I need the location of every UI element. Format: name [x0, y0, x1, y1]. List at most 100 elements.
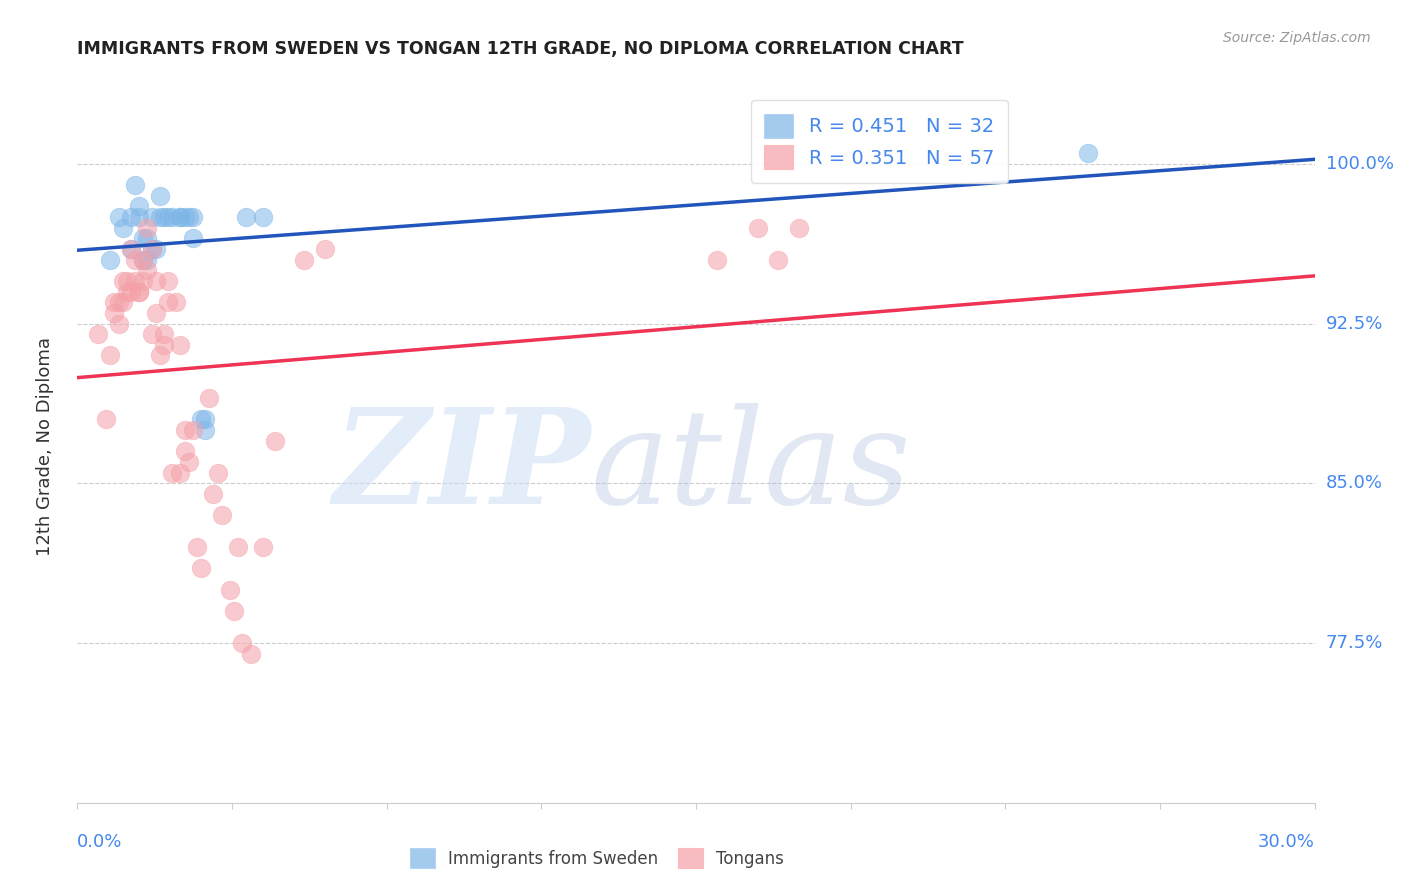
Point [186, 540, 208, 554]
Point [157, 274, 180, 288]
Point [149, 349, 172, 363]
Point [235, 210, 257, 224]
Point [173, 423, 195, 437]
Text: 92.5%: 92.5% [1326, 315, 1384, 333]
Point [103, 295, 125, 310]
Point [1077, 146, 1099, 161]
Point [141, 327, 163, 342]
Text: ZIP: ZIP [333, 403, 591, 532]
Point [149, 188, 172, 202]
Text: IMMIGRANTS FROM SWEDEN VS TONGAN 12TH GRADE, NO DIPLOMA CORRELATION CHART: IMMIGRANTS FROM SWEDEN VS TONGAN 12TH GR… [77, 40, 965, 58]
Point [768, 252, 790, 267]
Point [128, 285, 150, 299]
Point [194, 423, 217, 437]
Point [115, 285, 138, 299]
Point [115, 274, 138, 288]
Point [747, 220, 769, 235]
Point [132, 252, 155, 267]
Point [207, 466, 229, 480]
Point [132, 231, 155, 245]
Point [252, 210, 274, 224]
Point [136, 220, 159, 235]
Point [787, 220, 810, 235]
Text: 30.0%: 30.0% [1258, 833, 1315, 851]
Point [107, 210, 129, 224]
Point [314, 242, 336, 256]
Point [120, 285, 142, 299]
Y-axis label: 12th Grade, No Diploma: 12th Grade, No Diploma [35, 336, 53, 556]
Point [211, 508, 233, 523]
Point [111, 274, 134, 288]
Point [136, 231, 159, 245]
Point [219, 582, 242, 597]
Point [149, 210, 172, 224]
Point [87, 327, 110, 342]
Text: 100.0%: 100.0% [1326, 154, 1393, 173]
Point [157, 210, 180, 224]
Point [107, 295, 129, 310]
Point [141, 242, 163, 256]
Point [706, 252, 728, 267]
Point [141, 210, 163, 224]
Point [190, 561, 212, 575]
Point [145, 274, 167, 288]
Point [124, 252, 146, 267]
Text: atlas: atlas [591, 403, 911, 532]
Point [239, 647, 262, 661]
Point [153, 327, 176, 342]
Point [124, 178, 146, 192]
Point [202, 487, 225, 501]
Point [169, 466, 191, 480]
Point [145, 242, 167, 256]
Point [120, 210, 142, 224]
Point [181, 231, 204, 245]
Point [231, 636, 253, 650]
Point [153, 338, 176, 352]
Point [136, 252, 159, 267]
Point [173, 444, 195, 458]
Point [222, 604, 245, 618]
Point [177, 210, 200, 224]
Point [264, 434, 287, 448]
Point [141, 242, 163, 256]
Point [132, 252, 155, 267]
Point [292, 252, 315, 267]
Point [252, 540, 274, 554]
Text: Source: ZipAtlas.com: Source: ZipAtlas.com [1223, 31, 1371, 45]
Point [169, 210, 191, 224]
Point [165, 295, 187, 310]
Point [120, 242, 142, 256]
Point [128, 285, 150, 299]
Point [190, 412, 212, 426]
Point [226, 540, 249, 554]
Point [111, 220, 134, 235]
Point [111, 295, 134, 310]
Point [120, 242, 142, 256]
Point [160, 466, 183, 480]
Point [194, 412, 217, 426]
Point [169, 210, 191, 224]
Point [103, 306, 125, 320]
Point [160, 210, 183, 224]
Point [181, 210, 204, 224]
Point [157, 295, 180, 310]
Point [132, 274, 155, 288]
Point [169, 338, 191, 352]
Point [98, 252, 121, 267]
Text: 77.5%: 77.5% [1326, 634, 1384, 652]
Point [181, 423, 204, 437]
Point [198, 391, 221, 405]
Point [153, 210, 176, 224]
Point [96, 412, 118, 426]
Point [98, 349, 121, 363]
Point [128, 210, 150, 224]
Text: 0.0%: 0.0% [77, 833, 122, 851]
Text: 85.0%: 85.0% [1326, 475, 1382, 492]
Point [124, 274, 146, 288]
Point [128, 199, 150, 213]
Point [177, 455, 200, 469]
Point [107, 317, 129, 331]
Legend: Immigrants from Sweden, Tongans: Immigrants from Sweden, Tongans [401, 839, 793, 877]
Point [173, 210, 195, 224]
Point [136, 263, 159, 277]
